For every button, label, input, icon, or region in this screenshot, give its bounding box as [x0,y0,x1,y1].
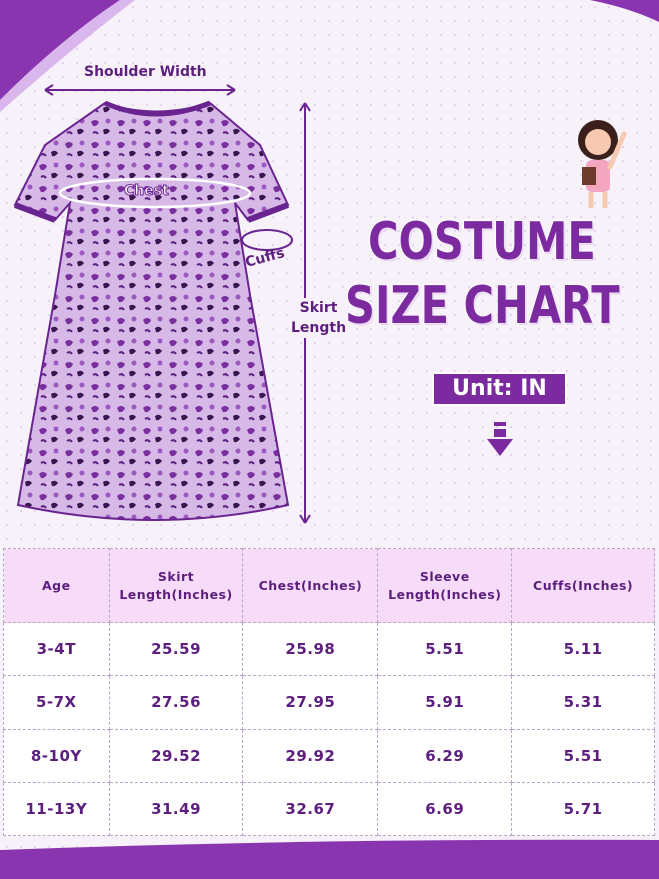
size-chart-table: Age Skirt Length(Inches) Chest(Inches) Sleev… [3,548,655,837]
header-text: Length(Inches) [119,586,233,602]
header-text: Cuffs(Inches) [533,577,634,593]
unit-badge: Unit: IN [432,372,567,406]
dress-image [13,100,293,521]
table-cell: 6.29 [377,728,513,783]
header-text: Chest(Inches) [258,577,363,593]
table-row: 3-4T 25.59 25.98 5.51 5.11 [3,621,655,677]
table-cell: 5.11 [511,621,655,677]
table-row: 11-13Y 31.49 32.67 6.69 5.71 [3,781,655,837]
table-cell: 27.95 [242,675,379,730]
header-text: Length(Inches) [388,586,502,602]
table-cell: 31.49 [108,781,244,837]
table-cell: 6.69 [377,781,513,837]
down-arrow-icon [487,422,513,456]
skirt-label-line1: Skirt [299,300,338,316]
skirt-label-line2: Length [291,320,347,336]
shoulder-width-label: Shoulder Width [84,64,207,80]
title-line1: COSTUME [367,212,596,272]
table-row: 8-10Y 29.52 29.92 6.29 5.51 [3,728,655,783]
header-text: Sleeve [419,568,470,584]
column-header: Cuffs(Inches) [511,548,655,623]
girl-illustration [578,120,627,208]
table-cell: 5-7X [3,675,110,730]
table-cell: 5.51 [511,728,655,783]
table-cell: 5.71 [511,781,655,837]
table-cell: 5.31 [511,675,655,730]
table-cell: 8-10Y [3,728,110,783]
table-cell: 29.92 [242,728,379,783]
table-row: 5-7X 27.56 27.95 5.91 5.31 [3,675,655,730]
table-cell: 5.91 [377,675,513,730]
column-header: Age [3,548,110,623]
table-cell: 5.51 [377,621,513,677]
table-cell: 32.67 [242,781,379,837]
chest-label: Chest [124,183,170,200]
table-cell: 3-4T [3,621,110,677]
skirt-length-label: Skirt Length [291,298,347,338]
title-line2: SIZE CHART [344,276,620,336]
table-cell: 25.59 [108,621,244,677]
shoulder-arrow [44,84,236,96]
table-cell: 11-13Y [3,781,110,837]
table-cell: 27.56 [108,675,244,730]
table-cell: 25.98 [242,621,379,677]
column-header: Chest(Inches) [242,548,379,623]
column-header: Sleeve Length(Inches) [377,548,513,623]
header-text: Skirt [157,568,195,584]
column-header: Skirt Length(Inches) [108,548,244,623]
table-cell: 29.52 [108,728,244,783]
header-text: Age [41,577,71,593]
table-header-row: Age Skirt Length(Inches) Chest(Inches) Sleev… [3,548,655,623]
